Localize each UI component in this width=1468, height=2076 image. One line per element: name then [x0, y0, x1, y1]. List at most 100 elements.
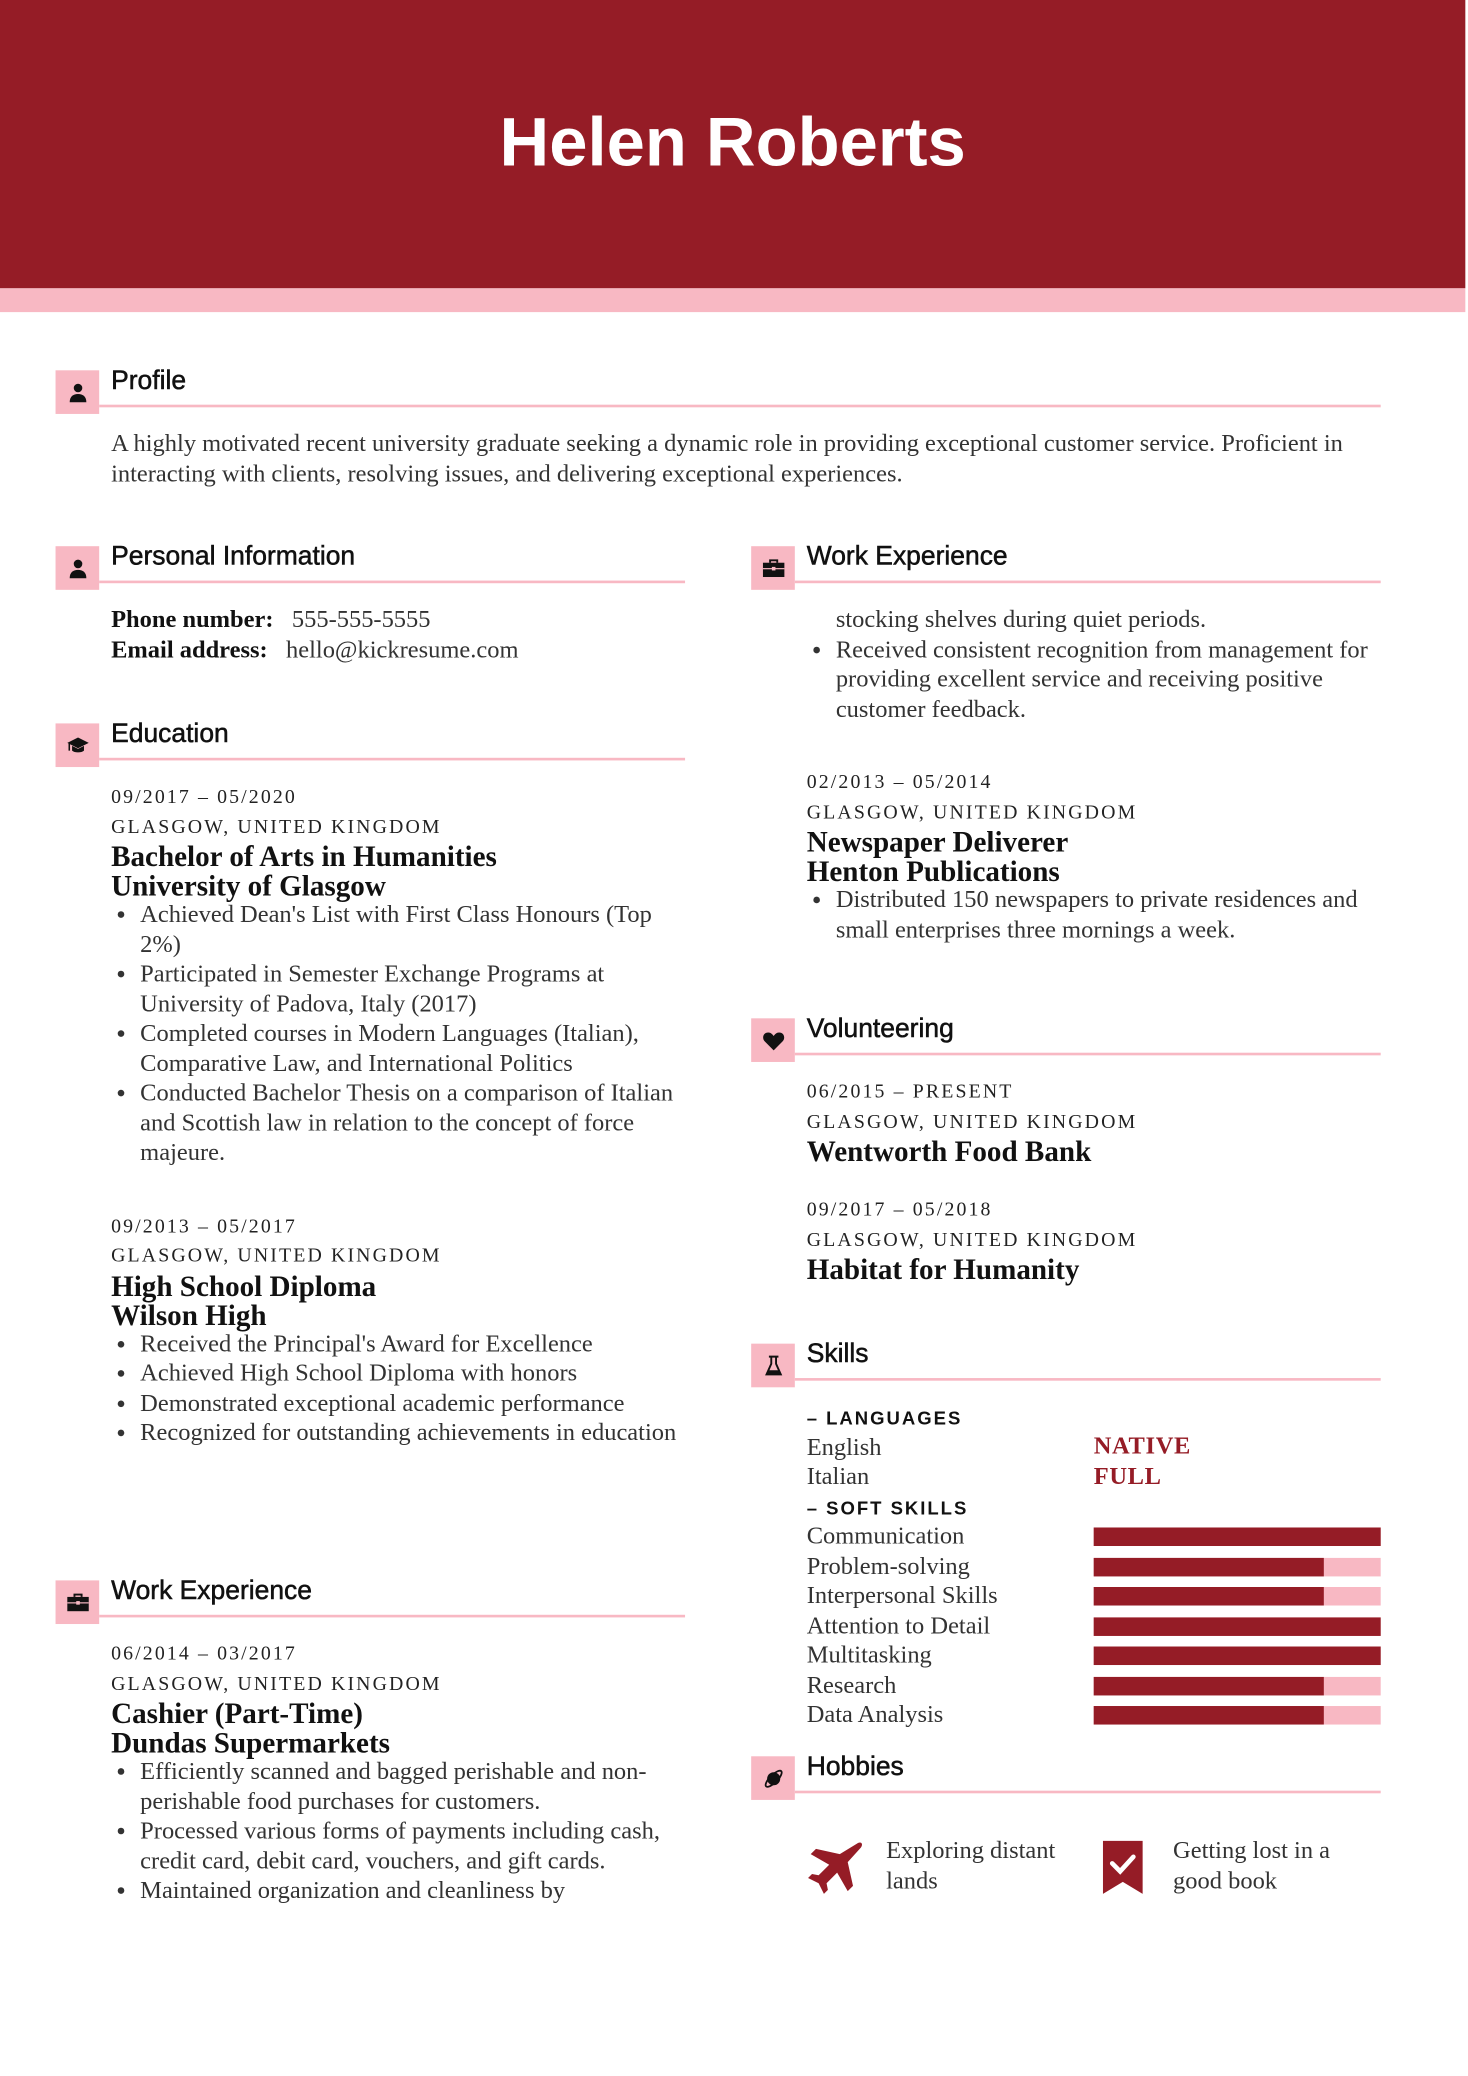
bullet-item: Processed various forms of payments incl… [140, 1817, 685, 1877]
skill-row: Attention to Detail [807, 1611, 1381, 1641]
education-divider [99, 757, 686, 761]
skill-level-bar [1093, 1557, 1381, 1577]
skill-level-fill [1093, 1557, 1324, 1577]
bullet-item: Maintained organization and cleanliness … [140, 1877, 685, 1907]
hobbies-section-title: Hobbies [806, 1752, 904, 1782]
entry-date: 09/2017 – 05/2018 [806, 1199, 993, 1221]
profile-icon-box [55, 370, 100, 414]
personal-info-icon-box [55, 546, 100, 590]
skill-level-bar [1093, 1617, 1381, 1636]
person-icon [65, 380, 89, 404]
entry-date: 06/2014 – 03/2017 [111, 1643, 297, 1666]
profile-text: A highly motivated recent university gra… [111, 431, 1343, 488]
skills-body: – LANGUAGES English NATIVE Italian FULL – SOF… [751, 1403, 1381, 1730]
personal-info-body: Phone number: 555-555-5555 Email address:… [56, 606, 686, 666]
info-value: 555-555-5555 [291, 607, 431, 634]
hobby-text: Exploring distant lands [886, 1838, 1056, 1895]
language-level: NATIVE [1093, 1433, 1192, 1461]
entry: 02/2013 – 05/2014 GLASGOW, UNITED KINGDOM… [807, 768, 1381, 945]
language-name: Italian [806, 1464, 870, 1491]
flask-icon [761, 1354, 785, 1378]
bullet-item: Conducted Bachelor Thesis on a compariso… [140, 1079, 685, 1168]
work-experience-continued-body: stocking shelves during quiet periods.Re… [751, 606, 1381, 946]
entry-organization: Henton Publications [806, 854, 1060, 888]
entry-date: 09/2017 – 05/2020 [111, 786, 297, 809]
work-experience-continued-section-header: Work Experience [751, 542, 1381, 590]
education-section-header: Education [55, 719, 686, 768]
skill-level-bar [1093, 1587, 1381, 1606]
bullet-list: Received the Principal's Award for Excel… [111, 1330, 685, 1449]
entry-location: GLASGOW, UNITED KINGDOM [806, 1111, 1138, 1133]
entry: 09/2017 – 05/2020 GLASGOW, UNITED KINGDOM… [111, 783, 685, 1169]
candidate-name: Helen Roberts [499, 104, 966, 182]
skill-name: Interpersonal Skills [806, 1583, 998, 1610]
bullet-item: Distributed 150 newspapers to private re… [836, 886, 1381, 946]
heart-icon [761, 1028, 785, 1052]
volunteering-divider [794, 1052, 1381, 1056]
header-banner [0, 0, 1466, 289]
bullet-item: Received the Principal's Award for Excel… [140, 1330, 685, 1360]
language-level: FULL [1093, 1463, 1162, 1491]
entry-location: GLASGOW, UNITED KINGDOM [806, 1229, 1138, 1251]
entry-title: Habitat for Humanity [806, 1252, 1080, 1286]
hobby-text: Getting lost in a good book [1173, 1838, 1331, 1895]
soft-skills-label: – SOFT SKILLS [806, 1496, 969, 1518]
entry-date: 06/2015 – PRESENT [806, 1081, 1014, 1103]
entry: 06/2015 – PRESENT GLASGOW, UNITED KINGDOM… [807, 1078, 1381, 1167]
education-body: 09/2017 – 05/2020 GLASGOW, UNITED KINGDOM… [56, 783, 686, 1449]
volunteering-section-header: Volunteering [751, 1014, 1381, 1062]
education-section-title: Education [111, 719, 229, 749]
work-experience-section-title: Work Experience [111, 1576, 313, 1606]
entry: 09/2013 – 05/2017 GLASGOW, UNITED KINGDOM… [111, 1212, 685, 1449]
entry-title: Bachelor of Arts in Humanities [111, 839, 497, 873]
bullet-item: Efficiently scanned and bagged perishabl… [140, 1758, 685, 1818]
skill-level-fill [1093, 1527, 1381, 1547]
skill-level-fill [1093, 1617, 1381, 1636]
entry-title: High School Diploma [111, 1268, 377, 1303]
bullet-item: Participated in Semester Exchange Progra… [140, 960, 685, 1020]
info-label: Email address: [111, 636, 268, 664]
work-experience-continued-section-title: Work Experience [806, 542, 1008, 572]
entry: 06/2014 – 03/2017 GLASGOW, UNITED KINGDOM… [111, 1640, 685, 1906]
skill-level-fill [1093, 1706, 1324, 1725]
hobbies-section-header: Hobbies [751, 1752, 1381, 1800]
entry: 09/2017 – 05/2018 GLASGOW, UNITED KINGDOM… [807, 1196, 1381, 1285]
skills-divider [794, 1378, 1381, 1381]
skills-section-title: Skills [806, 1339, 869, 1369]
skill-level-bar [1093, 1527, 1381, 1547]
entry-organization: University of Glasgow [111, 868, 386, 902]
entry-location: GLASGOW, UNITED KINGDOM [111, 1673, 442, 1695]
info-row: Phone number: 555-555-5555 [111, 606, 685, 636]
skills-section-header: Skills [751, 1339, 1381, 1388]
volunteering-section-title: Volunteering [806, 1014, 954, 1044]
airplane-icon [807, 1838, 886, 1896]
skill-level-bar [1093, 1706, 1381, 1725]
planet-icon [761, 1766, 785, 1790]
profile-divider [99, 404, 1381, 408]
bullet-item: Completed courses in Modern Languages (I… [140, 1020, 685, 1080]
entry-location: GLASGOW, UNITED KINGDOM [111, 1245, 442, 1267]
volunteering-icon-box [751, 1018, 795, 1062]
bullet-item: Achieved Dean's List with First Class Ho… [140, 901, 685, 961]
work-experience-continued-divider [794, 580, 1381, 584]
skill-name: Data Analysis [806, 1702, 944, 1729]
bullet-item: Recognized for outstanding achievements … [140, 1419, 685, 1449]
info-label: Phone number: [111, 607, 274, 634]
skill-row: Research [807, 1671, 1381, 1701]
skill-level-fill [1093, 1676, 1324, 1696]
language-name: English [806, 1434, 882, 1461]
hobby-item: Exploring distant lands [807, 1837, 1094, 1897]
skill-row: Multitasking [807, 1641, 1381, 1671]
work-experience-icon-box [55, 1580, 100, 1625]
bullet-item: Demonstrated exceptional academic perfor… [140, 1389, 685, 1419]
work-experience-divider [99, 1614, 686, 1618]
skill-name: Problem-solving [806, 1553, 970, 1580]
entry-location: GLASGOW, UNITED KINGDOM [111, 816, 442, 838]
skill-row: Communication [807, 1522, 1381, 1552]
hobby-item: Getting lost in a good book [1094, 1837, 1381, 1897]
skill-row: Interpersonal Skills [807, 1582, 1381, 1612]
personal-info-section-title: Personal Information [111, 542, 356, 572]
header-accent-band [0, 288, 1466, 313]
continued-text: stocking shelves during quiet periods. [835, 607, 1207, 634]
